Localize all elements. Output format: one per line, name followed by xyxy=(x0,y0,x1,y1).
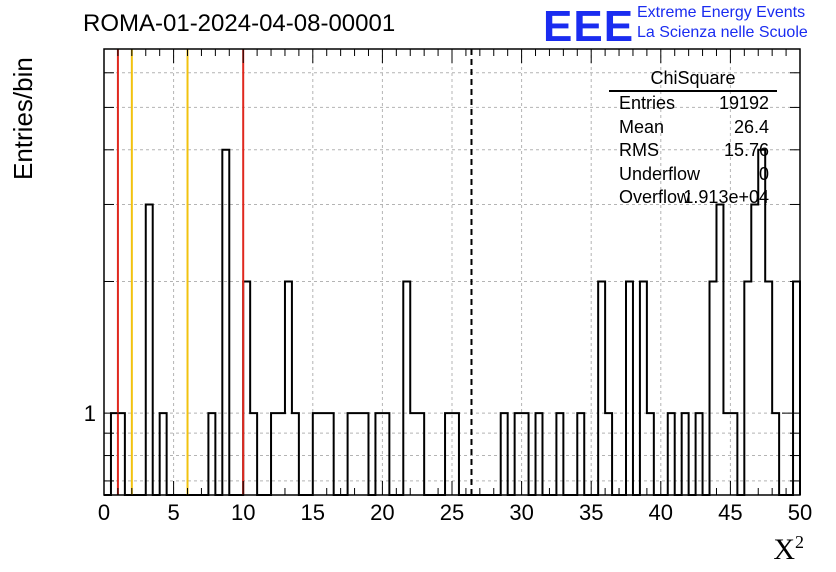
stats-key: Overflow xyxy=(619,187,691,207)
x-axis-label-base: X xyxy=(773,533,795,566)
stats-row-mean: Mean 26.4 xyxy=(609,116,777,140)
x-axis-label: X2 xyxy=(773,532,804,567)
x-tick-label: 40 xyxy=(649,500,673,525)
x-tick-label: 15 xyxy=(301,500,325,525)
x-tick-label: 45 xyxy=(718,500,742,525)
y-axis-label: Entries/bin xyxy=(8,57,38,180)
x-tick-label: 20 xyxy=(370,500,394,525)
x-axis-label-sup: 2 xyxy=(795,532,804,552)
stats-value: 26.4 xyxy=(733,116,769,137)
eee-tagline-line2: La Scienza nelle Scuole xyxy=(637,24,808,41)
stats-divider xyxy=(609,90,777,92)
stats-row-overflow: Overflow 1.913e+04 xyxy=(609,186,777,210)
chart-title: ROMA-01-2024-04-08-00001 xyxy=(83,10,396,37)
y-tick-label: 1 xyxy=(84,401,96,426)
stats-row-underflow: Underflow 0 xyxy=(609,163,777,187)
eee-tagline-line1: Extreme Energy Events xyxy=(637,4,806,21)
x-tick-label: 0 xyxy=(98,500,110,525)
stats-value: 15.76 xyxy=(723,140,769,160)
stats-title: ChiSquare xyxy=(650,68,736,88)
stats-value: 0 xyxy=(758,163,769,184)
x-tick-label: 10 xyxy=(231,500,255,525)
stats-box: ChiSquare Entries 19192 Mean 26.4 RMS 15.76… xyxy=(609,66,777,210)
stats-key: Mean xyxy=(619,116,665,137)
eee-tagline: Extreme Energy Events La Scienza nelle S… xyxy=(637,3,808,43)
x-tick-label: 25 xyxy=(440,500,464,525)
stats-value: 1.913e+04 xyxy=(683,187,769,207)
x-tick-label: 30 xyxy=(509,500,533,525)
stats-key: Entries xyxy=(619,93,676,113)
stats-key: RMS xyxy=(619,140,659,160)
eee-logo: EEE xyxy=(543,2,635,51)
stats-row-rms: RMS 15.76 xyxy=(609,139,777,163)
stats-row-entries: Entries 19192 xyxy=(609,92,777,116)
x-tick-label: 5 xyxy=(167,500,179,525)
stats-value: 19192 xyxy=(718,93,769,113)
x-tick-label: 35 xyxy=(579,500,603,525)
stats-key: Underflow xyxy=(619,163,701,184)
x-tick-label: 50 xyxy=(788,500,812,525)
